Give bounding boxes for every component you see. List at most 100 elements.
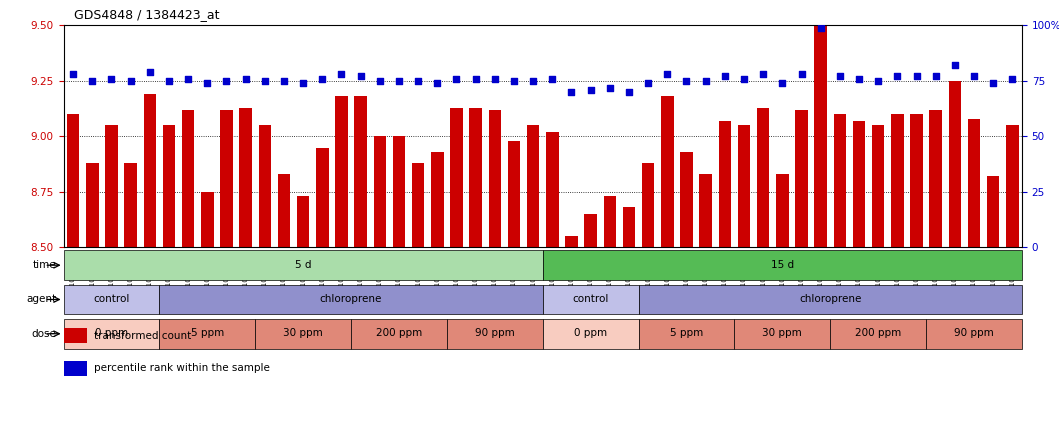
Bar (719, 121, 731, 247)
Bar (927, 319, 1022, 349)
Point (505, 77, 522, 84)
Point (313, 75, 330, 82)
Text: 90 ppm: 90 ppm (954, 328, 994, 338)
Bar (220, 110, 233, 247)
Point (947, 62, 964, 69)
Point (563, 89, 580, 96)
Bar (507, 141, 520, 247)
Text: 15 d: 15 d (771, 260, 794, 269)
Bar (546, 132, 558, 247)
Point (678, 77, 695, 84)
Bar (738, 125, 750, 247)
Point (161, 77, 178, 84)
Bar (105, 125, 118, 247)
Bar (393, 136, 406, 247)
Text: transformed count: transformed count (94, 331, 191, 341)
Bar (776, 174, 789, 247)
Bar (64, 285, 160, 314)
Bar (814, 14, 827, 247)
Bar (258, 125, 271, 247)
Text: GDS4848 / 1384423_at: GDS4848 / 1384423_at (74, 8, 219, 21)
Text: control: control (573, 294, 609, 304)
Bar (67, 114, 79, 247)
Bar (661, 96, 674, 247)
Text: 5 ppm: 5 ppm (191, 328, 223, 338)
Bar (297, 196, 309, 247)
Bar (699, 174, 712, 247)
Bar (735, 319, 830, 349)
Point (736, 75, 753, 82)
Bar (488, 110, 501, 247)
Point (429, 80, 446, 87)
Bar (64, 250, 543, 280)
Point (372, 77, 389, 84)
Text: 30 ppm: 30 ppm (762, 328, 803, 338)
Bar (64, 361, 87, 376)
Point (850, 75, 867, 82)
Bar (987, 176, 1000, 247)
Bar (336, 96, 347, 247)
Bar (160, 285, 543, 314)
Point (524, 77, 541, 84)
Bar (1006, 125, 1019, 247)
Point (1004, 75, 1021, 82)
Point (448, 75, 465, 82)
Bar (255, 319, 352, 349)
Point (544, 75, 561, 82)
Point (812, 24, 829, 31)
Bar (757, 107, 770, 247)
Bar (604, 196, 616, 247)
Bar (830, 319, 927, 349)
Text: chloroprene: chloroprene (800, 294, 861, 304)
Point (237, 75, 254, 82)
Point (774, 80, 791, 87)
Text: percentile rank within the sample: percentile rank within the sample (94, 363, 270, 374)
Bar (527, 125, 539, 247)
Bar (163, 125, 175, 247)
Bar (450, 107, 463, 247)
Text: 5 d: 5 d (294, 260, 311, 269)
Bar (64, 328, 87, 343)
Point (333, 71, 349, 78)
Bar (623, 208, 635, 247)
Text: 0 ppm: 0 ppm (95, 328, 128, 338)
Text: 200 ppm: 200 ppm (855, 328, 901, 338)
Text: 200 ppm: 200 ppm (376, 328, 423, 338)
Bar (469, 107, 482, 247)
Bar (852, 121, 865, 247)
Point (199, 80, 216, 87)
Text: chloroprene: chloroprene (320, 294, 382, 304)
Text: time: time (33, 260, 56, 270)
Text: dose: dose (32, 329, 56, 339)
Bar (872, 125, 884, 247)
Point (755, 71, 772, 78)
Text: agent: agent (26, 294, 56, 305)
Bar (566, 236, 578, 247)
Point (84, 77, 101, 84)
Bar (795, 110, 808, 247)
Point (966, 73, 983, 80)
Point (697, 77, 714, 84)
Bar (585, 214, 597, 247)
Bar (930, 110, 941, 247)
Bar (374, 136, 387, 247)
Bar (124, 163, 137, 247)
Text: 0 ppm: 0 ppm (574, 328, 607, 338)
Bar (431, 152, 444, 247)
Point (275, 77, 292, 84)
Point (621, 89, 638, 96)
Point (294, 80, 311, 87)
Point (486, 75, 503, 82)
Bar (833, 114, 846, 247)
Point (180, 75, 197, 82)
Bar (680, 152, 693, 247)
Bar (639, 319, 735, 349)
Point (869, 77, 886, 84)
Point (353, 73, 370, 80)
Point (793, 71, 810, 78)
Bar (543, 250, 1022, 280)
Bar (543, 285, 639, 314)
Text: 90 ppm: 90 ppm (474, 328, 515, 338)
Bar (891, 114, 903, 247)
Bar (642, 163, 654, 247)
